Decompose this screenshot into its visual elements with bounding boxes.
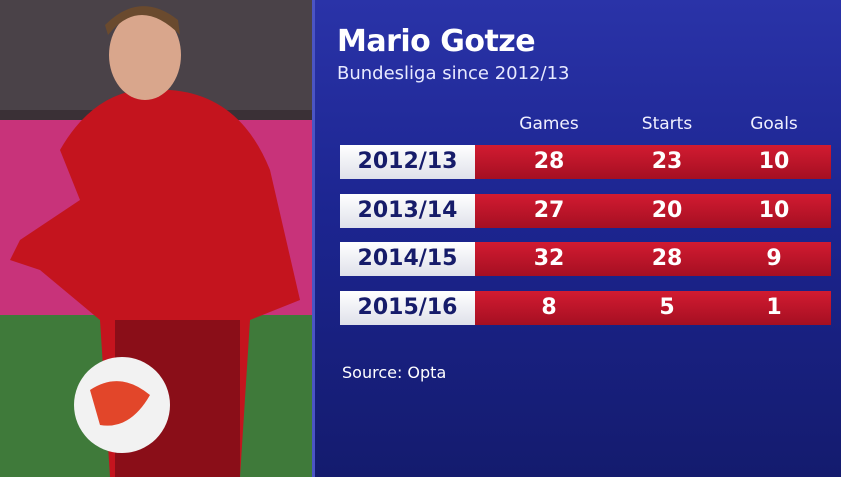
row-bar xyxy=(475,145,831,179)
stat-value: 27 xyxy=(533,197,565,223)
stat-value: 5 xyxy=(659,295,675,321)
stat-value: 1 xyxy=(766,295,782,321)
title: Mario Gotze xyxy=(337,24,536,59)
stat-value: 28 xyxy=(651,246,683,272)
column-header: Games xyxy=(519,114,579,134)
stat-value: 8 xyxy=(541,295,557,321)
source: Source: Opta xyxy=(342,363,447,382)
stats-panel: Mario Gotze Bundesliga since 2012/13 Sou… xyxy=(312,0,841,477)
table-row: 2015/16 8 5 1 xyxy=(340,291,831,326)
column-header: Starts xyxy=(641,114,693,134)
row-bar xyxy=(475,193,831,228)
column-header: Goals xyxy=(750,114,798,134)
row-bar xyxy=(475,242,831,277)
table-row: 2013/14 27 20 10 xyxy=(340,193,831,228)
stat-value: 32 xyxy=(533,246,565,272)
stat-value: 9 xyxy=(766,246,782,272)
player-photo xyxy=(0,0,315,477)
season-label: 2012/13 xyxy=(340,145,475,179)
stat-value: 10 xyxy=(758,197,790,223)
season-label: 2014/15 xyxy=(340,242,475,277)
stat-value: 23 xyxy=(651,149,683,174)
table-row: 2014/15 32 28 9 xyxy=(340,242,831,277)
subtitle: Bundesliga since 2012/13 xyxy=(337,63,570,84)
season-label: 2015/16 xyxy=(340,291,475,326)
table-row: 2012/13 28 23 10 xyxy=(340,145,831,179)
stat-value: 10 xyxy=(758,149,790,174)
stat-value: 28 xyxy=(533,149,565,174)
stat-value: 20 xyxy=(651,197,683,223)
season-label: 2013/14 xyxy=(340,193,475,228)
row-bar xyxy=(475,291,831,326)
